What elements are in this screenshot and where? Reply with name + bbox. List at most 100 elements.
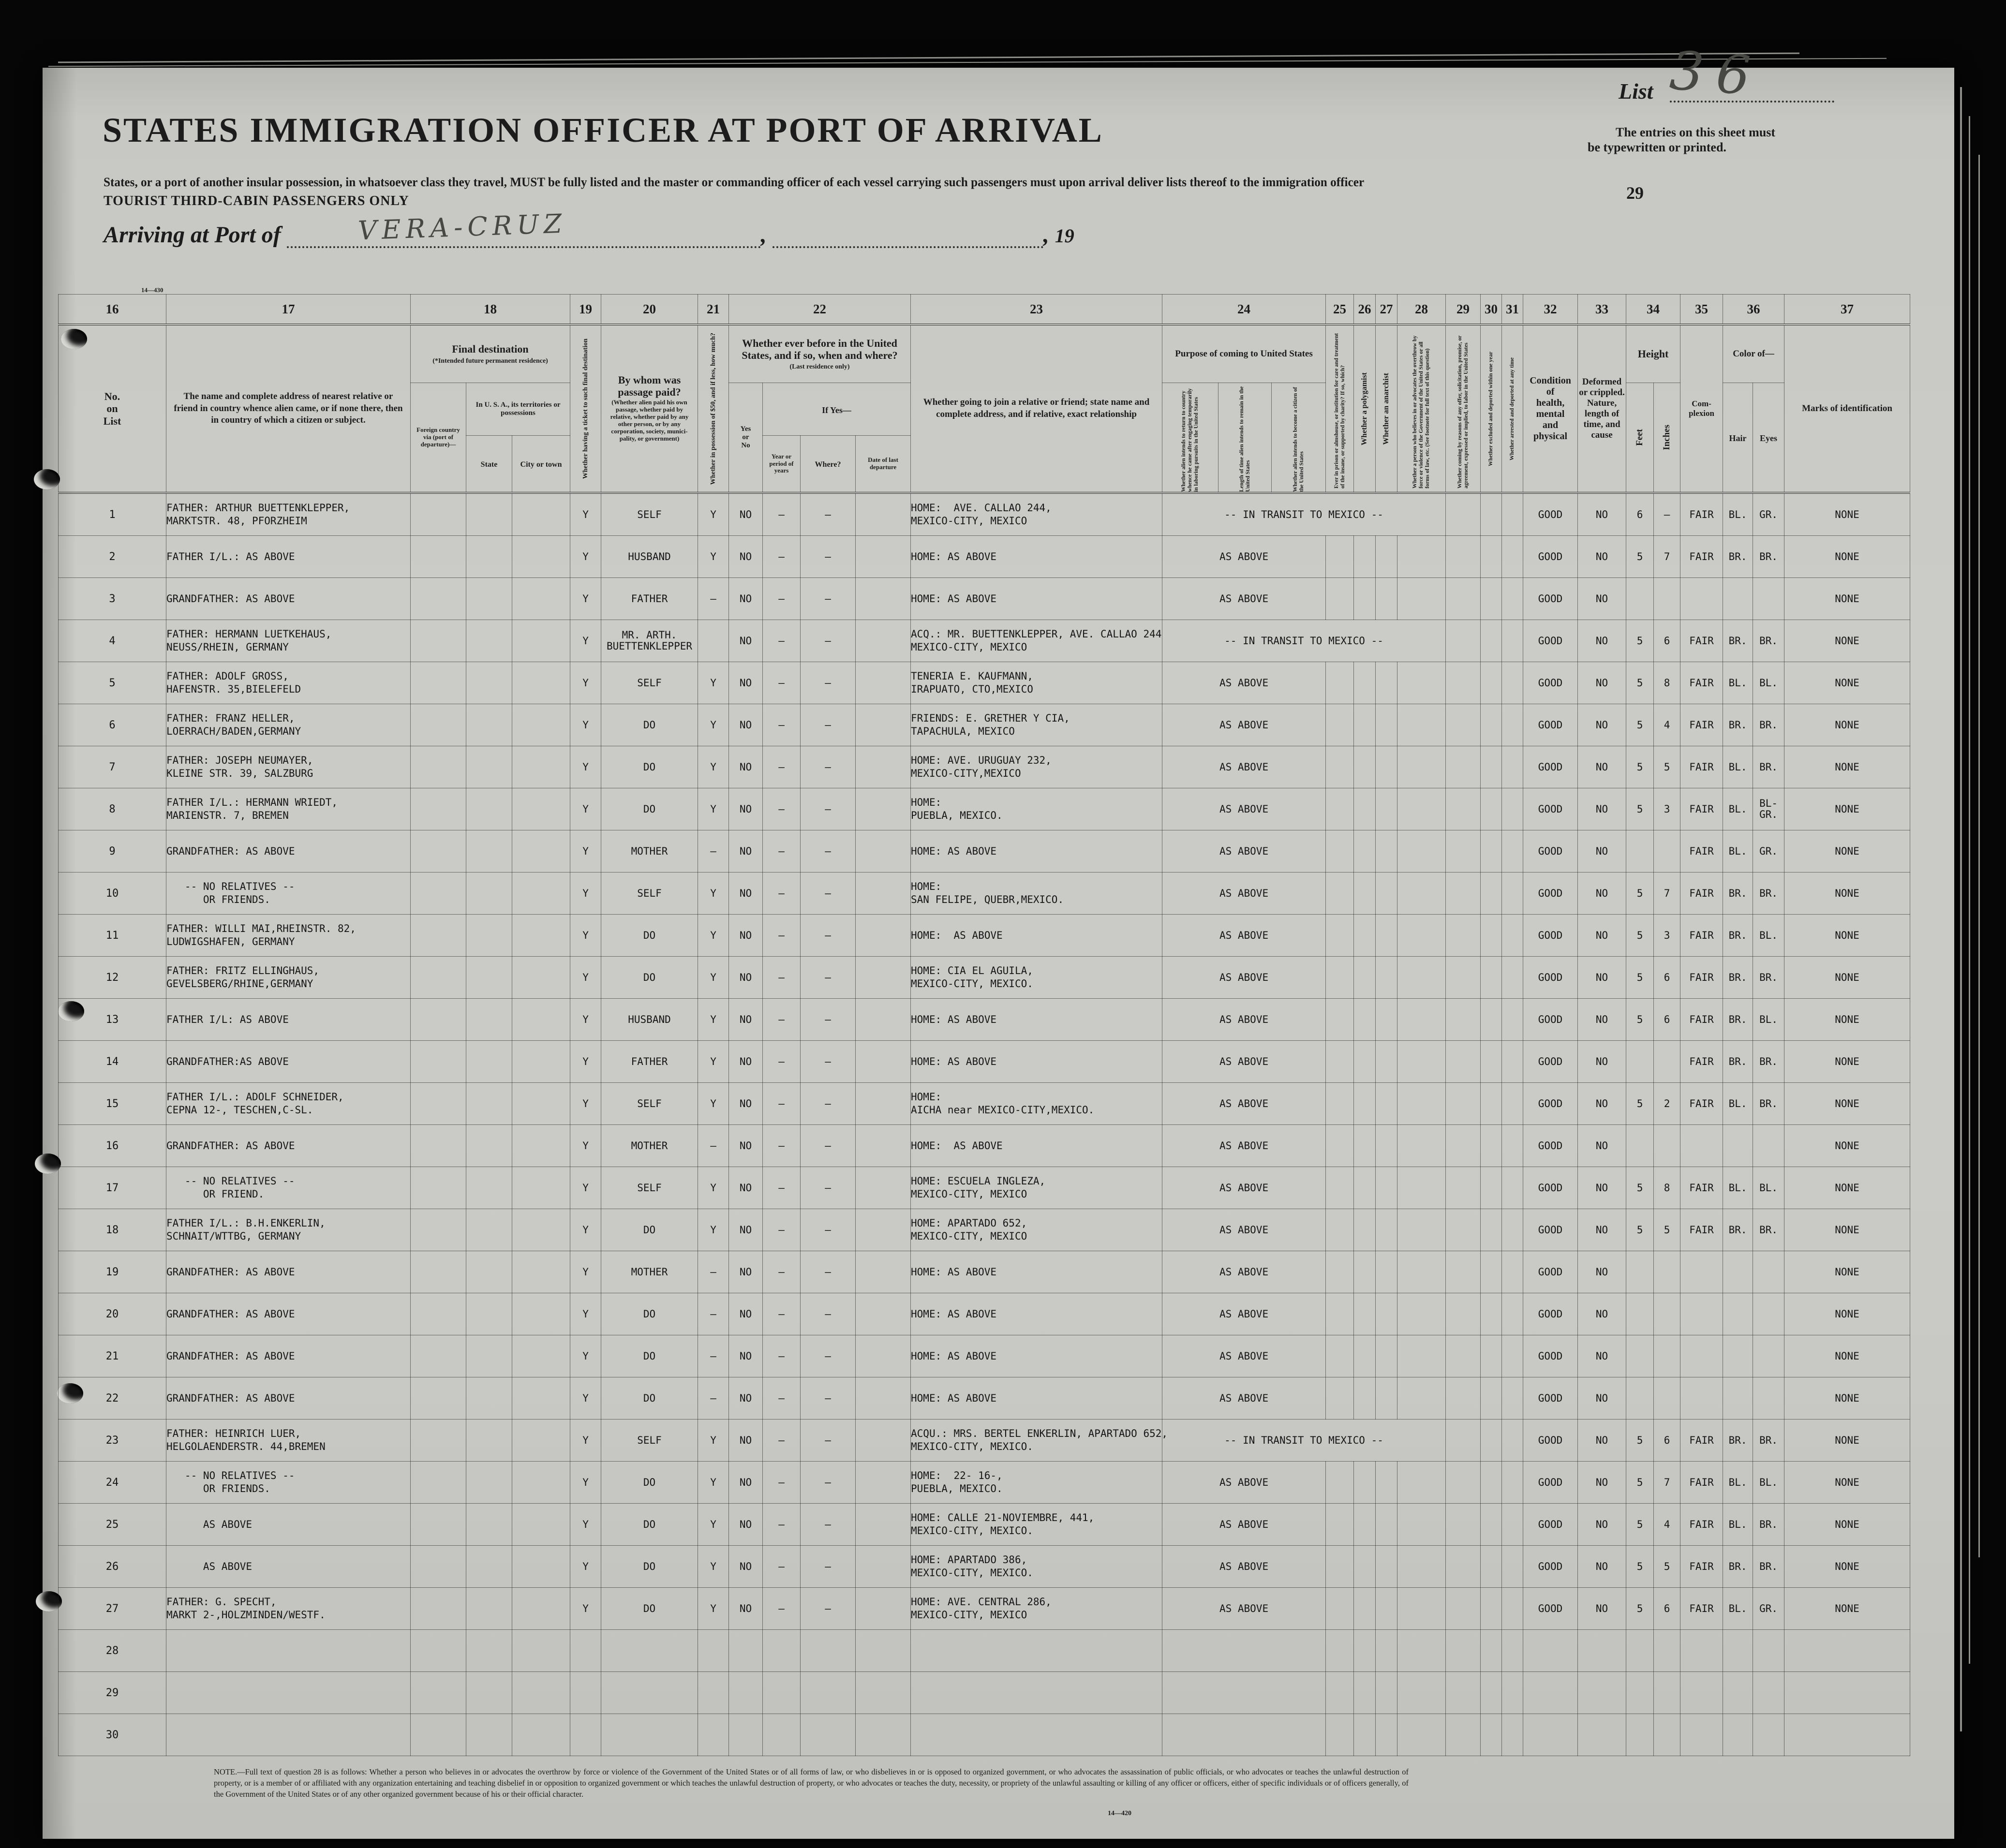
- cell-purpose: AS ABOVE: [1162, 535, 1326, 578]
- cell-blank: [1480, 620, 1502, 662]
- cell-last-departure: [855, 620, 911, 662]
- cell-purpose: AS ABOVE: [1162, 1082, 1326, 1125]
- cell-last-departure: [855, 998, 911, 1041]
- cell-blank: [1480, 788, 1502, 830]
- cell-before-us: NO: [728, 1209, 763, 1251]
- cell-marks: NONE: [1784, 492, 1911, 536]
- cell-eyes: BR.: [1753, 956, 1785, 999]
- cell-blank: [1397, 872, 1446, 915]
- cell-feet: 5: [1626, 788, 1654, 830]
- cell-dest-state: [466, 1671, 512, 1714]
- cell-no: 26: [58, 1545, 166, 1588]
- cell-join: HOME: AS ABOVE: [910, 998, 1163, 1041]
- cell-blank: [1353, 1335, 1376, 1377]
- cell-dest-city: [511, 535, 571, 578]
- cell-blank: [1375, 746, 1398, 788]
- cell-blank: [1445, 620, 1481, 662]
- cell-inches: 5: [1653, 1209, 1681, 1251]
- cell-paid-by: [601, 1671, 698, 1714]
- cell-eyes: BL.: [1753, 1167, 1785, 1209]
- cell-dest-city: [511, 1377, 571, 1419]
- cell-marks: [1784, 1629, 1911, 1672]
- cell-deformed: NO: [1577, 956, 1627, 999]
- cell-join: FRIENDS: E. GRETHER Y CIA, TAPACHULA, ME…: [910, 704, 1163, 746]
- cell-blank: [1501, 1629, 1524, 1672]
- cell-no: 27: [58, 1587, 166, 1630]
- cell-complexion: FAIR: [1680, 788, 1724, 830]
- header-height: Height: [1626, 324, 1681, 383]
- cell-deformed: NO: [1577, 1082, 1627, 1125]
- cell-blank: [1325, 662, 1354, 704]
- cell-complexion: FAIR: [1680, 1082, 1724, 1125]
- cell-dest-foreign: [410, 1251, 466, 1293]
- cell-no: 11: [58, 914, 166, 957]
- cell-no: 28: [58, 1629, 166, 1672]
- cell-dest-city: [511, 1671, 571, 1714]
- cell-marks: NONE: [1784, 998, 1911, 1041]
- cell-dest-city: [511, 1293, 571, 1335]
- cell-name: GRANDFATHER: AS ABOVE: [166, 1377, 411, 1419]
- cell-last-departure: [855, 1040, 911, 1083]
- header-final-destination: Final destination (*Intended future perm…: [410, 324, 571, 383]
- cell-purpose: AS ABOVE: [1162, 788, 1326, 830]
- cell-dest-state: [466, 1545, 512, 1588]
- cell-deformed: NO: [1577, 1293, 1627, 1335]
- cell-dest-state: [466, 662, 512, 704]
- cell-blank: [1325, 998, 1354, 1041]
- cell-blank: [1375, 998, 1398, 1041]
- col-num-21: 21: [698, 294, 729, 325]
- cell-before-us: NO: [728, 788, 763, 830]
- cell-eyes: [1753, 1335, 1785, 1377]
- cell-blank: [1375, 1671, 1398, 1714]
- cell-money: Y: [698, 535, 729, 578]
- cell-dest-city: [511, 1629, 571, 1672]
- cell-feet: [1626, 1714, 1654, 1756]
- cell-name: GRANDFATHER: AS ABOVE: [166, 577, 411, 620]
- cell-where: –: [800, 704, 856, 746]
- cell-blank: [1445, 1167, 1481, 1209]
- cell-health: [1523, 1714, 1578, 1756]
- cell-paid-by: MOTHER: [601, 1251, 698, 1293]
- cell-ticket: Y: [570, 662, 602, 704]
- cell-deformed: NO: [1577, 1209, 1627, 1251]
- cell-dest-city: [511, 956, 571, 999]
- cell-marks: NONE: [1784, 577, 1911, 620]
- punch-hole: [34, 469, 60, 489]
- cell-inches: 3: [1653, 788, 1681, 830]
- cell-blank: [1501, 1377, 1524, 1419]
- header-main-row: No. on List The name and complete addres…: [58, 324, 1911, 493]
- cell-hair: BR.: [1723, 1419, 1753, 1462]
- list-label: List: [1619, 79, 1653, 103]
- cell-blank: [1501, 1714, 1524, 1756]
- col-num-29: 29: [1445, 294, 1481, 325]
- cell-purpose: AS ABOVE: [1162, 577, 1326, 620]
- cell-blank: [1353, 788, 1376, 830]
- cell-join: HOME: CIA EL AGUILA, MEXICO-CITY, MEXICO…: [910, 956, 1163, 999]
- cell-last-departure: [855, 1503, 911, 1546]
- cell-no: 20: [58, 1293, 166, 1335]
- cell-health: GOOD: [1523, 1377, 1578, 1419]
- cell-name: [166, 1714, 411, 1756]
- cell-dest-foreign: [410, 1629, 466, 1672]
- cell-blank: [1445, 1461, 1481, 1504]
- cell-eyes: BL.: [1753, 998, 1785, 1041]
- table-row: 6 FATHER: FRANZ HELLER, LOERRACH/BADEN,GE…: [58, 704, 1911, 746]
- cell-marks: NONE: [1784, 872, 1911, 915]
- cell-health: GOOD: [1523, 1124, 1578, 1167]
- cell-blank: [1353, 1629, 1376, 1672]
- cell-eyes: BR.: [1753, 1040, 1785, 1083]
- cell-hair: [1723, 1671, 1753, 1714]
- cell-blank: [1445, 492, 1481, 536]
- cell-paid-by: DO: [601, 1545, 698, 1588]
- cell-last-departure: [855, 872, 911, 915]
- cell-inches: 7: [1653, 1461, 1681, 1504]
- cell-blank: [1353, 1124, 1376, 1167]
- cell-marks: NONE: [1784, 830, 1911, 872]
- cell-blank: [1325, 1377, 1354, 1419]
- cell-money: Y: [698, 1587, 729, 1630]
- cell-hair: BL.: [1723, 788, 1753, 830]
- cell-blank: [1353, 1167, 1376, 1209]
- cell-dest-state: [466, 914, 512, 957]
- cell-blank: [1445, 1082, 1481, 1125]
- cell-blank: [1445, 1209, 1481, 1251]
